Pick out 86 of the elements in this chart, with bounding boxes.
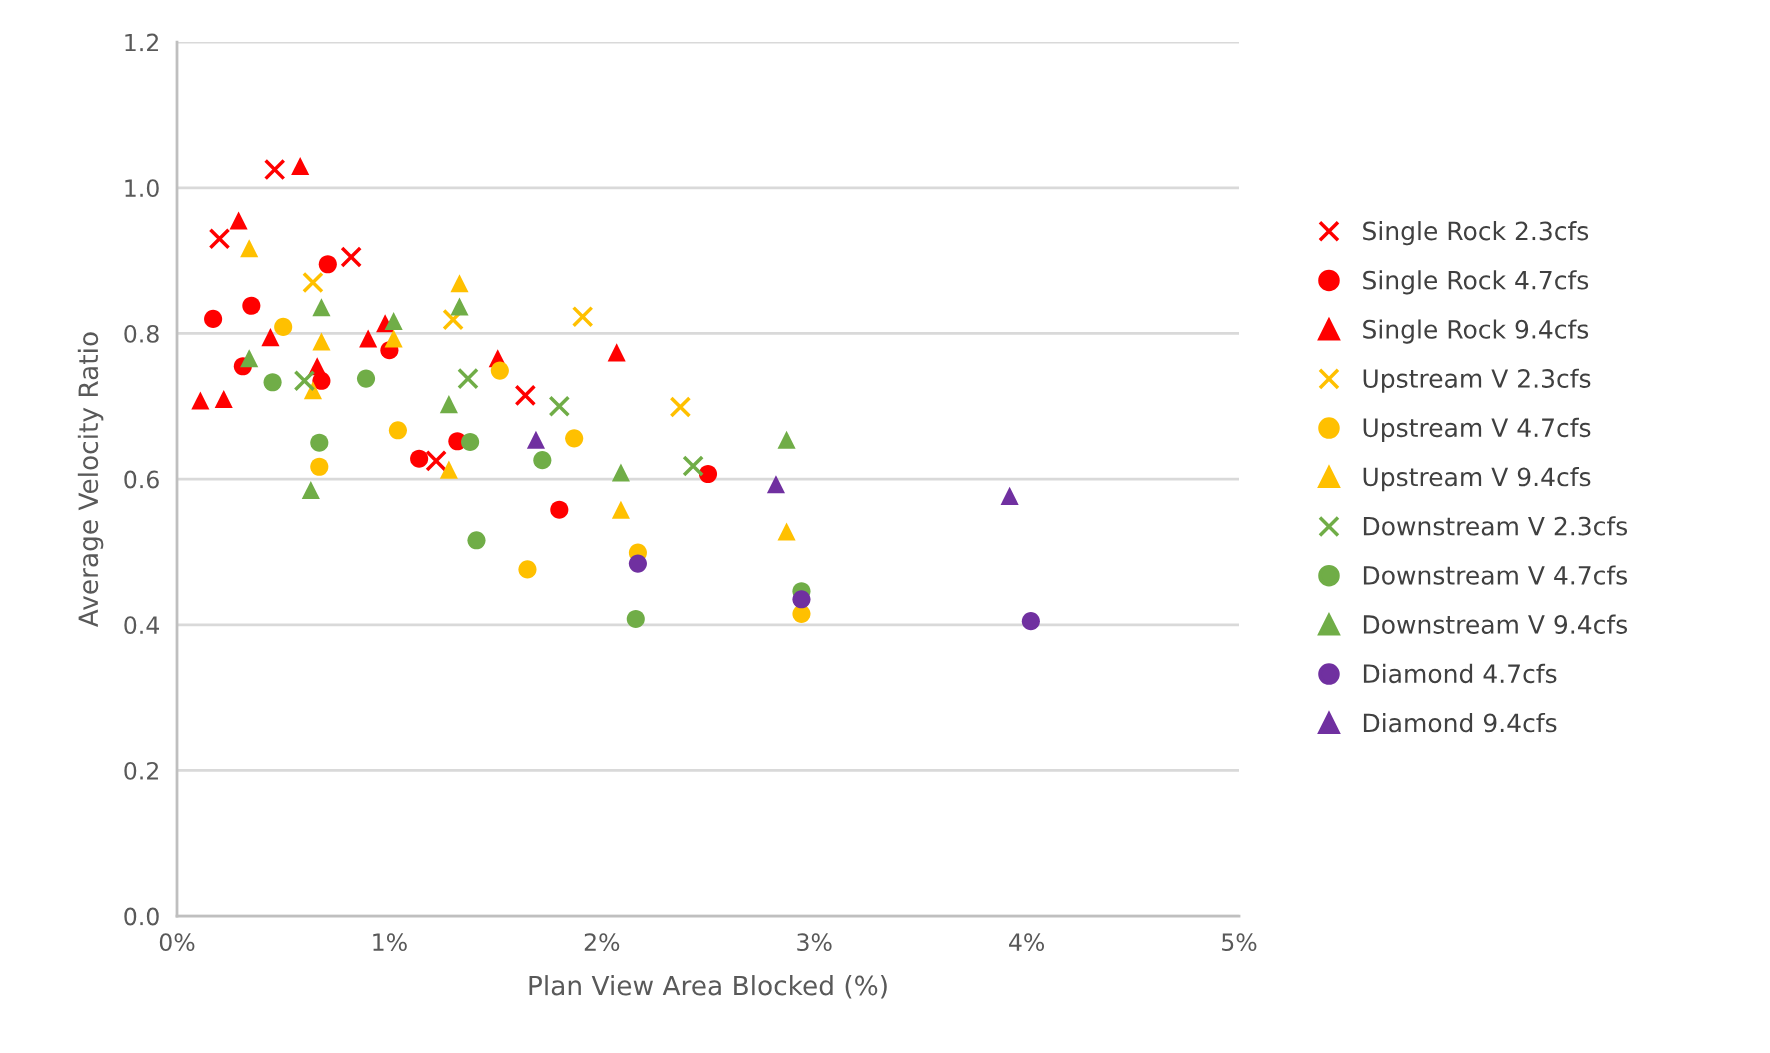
point [792, 590, 811, 609]
point [425, 450, 447, 472]
point [766, 475, 786, 494]
point [340, 246, 362, 268]
legend-label: Single Rock 9.4cfs [1363, 319, 1589, 344]
point [682, 455, 704, 477]
x-tick-label: 1% [373, 933, 407, 952]
point [490, 361, 509, 380]
point [777, 522, 796, 541]
y-tick-label: 1.0 [125, 179, 159, 198]
point [293, 370, 316, 392]
point [214, 389, 233, 409]
point [450, 274, 469, 293]
y-tick-label: 0.8 [124, 324, 159, 343]
point [274, 317, 293, 336]
point [384, 312, 403, 331]
point [410, 449, 429, 468]
point [388, 421, 407, 440]
point [240, 349, 259, 368]
point [611, 500, 630, 519]
legend-label: Diamond 9.4cfs [1363, 712, 1557, 733]
point [301, 480, 320, 500]
legend-label: Downstream V 9.4cfs [1363, 614, 1628, 634]
point [607, 343, 626, 362]
point [240, 239, 259, 258]
point [442, 308, 464, 331]
x-tick-label: 5% [1222, 933, 1257, 952]
point [565, 429, 584, 448]
x-tick-label: 4% [1009, 933, 1045, 952]
point [548, 395, 571, 418]
point [550, 500, 569, 519]
point [261, 328, 280, 347]
point [356, 369, 376, 388]
point [777, 430, 796, 449]
point [533, 451, 552, 470]
legend-label: Single Rock 4.7cfs [1363, 270, 1589, 295]
point [518, 560, 537, 579]
y-tick-label: 0.6 [124, 470, 159, 489]
point [263, 373, 282, 392]
y-tick-label: 0.4 [124, 616, 160, 635]
point [1000, 486, 1019, 505]
y-tick-label: 0.0 [124, 907, 159, 926]
point [242, 296, 261, 315]
point [611, 463, 630, 482]
point [204, 309, 223, 328]
point [450, 297, 469, 316]
point [526, 430, 546, 449]
point [310, 433, 329, 452]
point [191, 391, 210, 410]
point [312, 298, 331, 317]
point [628, 554, 647, 573]
point [467, 531, 486, 550]
point [698, 464, 718, 484]
y-axis-title: Average Velocity Ratio [77, 332, 104, 628]
legend-label: Diamond 4.7cfs [1363, 663, 1557, 684]
point [208, 227, 231, 250]
point [514, 384, 537, 407]
x-axis-title: Plan View Area Blocked (%) [529, 975, 887, 999]
x-tick-label: 3% [797, 933, 832, 952]
point [571, 305, 594, 328]
legend-label: Upstream V 2.3cfs [1363, 368, 1591, 393]
point [310, 457, 329, 476]
legend-label: Upstream V 4.7cfs [1363, 417, 1591, 443]
point [291, 156, 310, 175]
point [1021, 612, 1040, 631]
point [669, 396, 692, 418]
y-tick-label: 1.2 [125, 33, 158, 52]
legend-label: Upstream V 9.4cfs [1363, 467, 1591, 492]
point [312, 332, 331, 351]
legend-label: Single Rock 2.3cfs [1363, 221, 1589, 246]
x-tick-label: 0% [159, 933, 195, 952]
point [461, 432, 480, 452]
legend-label: Downstream V 4.7cfs [1363, 565, 1628, 585]
x-tick-label: 2% [584, 933, 620, 952]
point [384, 329, 403, 348]
point [457, 367, 479, 390]
point [626, 609, 645, 629]
point [439, 395, 458, 414]
legend-label: Downstream V 2.3cfs [1363, 516, 1628, 536]
point [359, 329, 378, 348]
point [318, 255, 337, 274]
point [439, 460, 458, 479]
point [229, 211, 248, 230]
y-tick-label: 0.2 [124, 761, 158, 780]
point [263, 158, 286, 181]
point [302, 271, 324, 294]
